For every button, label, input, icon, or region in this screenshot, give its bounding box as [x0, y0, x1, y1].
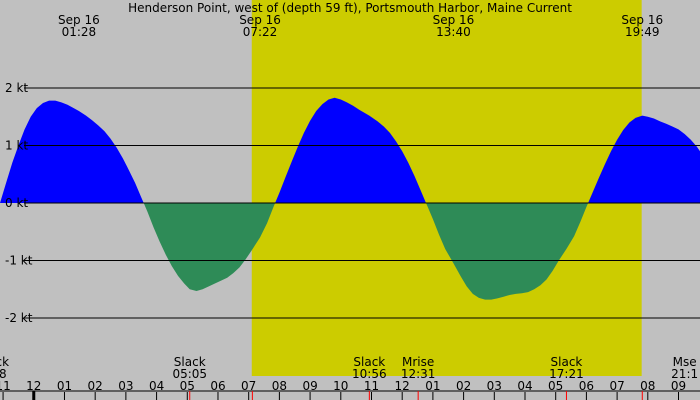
event-label-time-5: 21:1: [671, 367, 698, 381]
x-tick-label-6: 05: [180, 379, 195, 393]
y-tick-label-0: 2 kt: [5, 81, 28, 95]
event-label-time-4: 17:21: [549, 367, 584, 381]
event-label-name-3: Mrise: [402, 355, 434, 369]
event-label-name-4: Slack: [551, 355, 583, 369]
x-tick-label-7: 06: [210, 379, 225, 393]
top-label-time-3: 19:49: [625, 25, 660, 39]
x-tick-label-21: 08: [640, 379, 655, 393]
flood-area-2: [275, 97, 426, 203]
chart-title: Henderson Point, west of (depth 59 ft), …: [128, 1, 572, 15]
event-label-name-1: Slack: [174, 355, 206, 369]
y-tick-label-4: -2 kt: [5, 311, 33, 325]
x-tick-label-11: 10: [333, 379, 348, 393]
y-tick-label-2: 0 kt: [5, 196, 28, 210]
ebb-area-3: [426, 203, 589, 300]
x-tick-label-13: 12: [395, 379, 410, 393]
flood-area-0: [0, 100, 144, 203]
flood-area-4: [588, 115, 700, 203]
event-label-name-0: lack: [0, 355, 9, 369]
event-label-time-1: 05:05: [172, 367, 207, 381]
x-tick-label-22: 09: [671, 379, 686, 393]
current-area: [0, 97, 700, 300]
ebb-area-1: [143, 203, 276, 291]
y-tick-labels: 2 kt 1 kt 0 kt -1 kt -2 kt: [5, 81, 33, 325]
x-tick-label-1: 12: [26, 379, 41, 393]
x-tick-label-20: 07: [609, 379, 624, 393]
top-label-date-2: Sep 16: [433, 13, 475, 27]
top-label-time-2: 13:40: [436, 25, 471, 39]
y-tick-label-1: 1 kt: [5, 139, 28, 153]
event-label-name-2: Slack: [353, 355, 385, 369]
top-label-time-1: 07:22: [243, 25, 278, 39]
x-tick-label-2: 01: [57, 379, 72, 393]
x-tick-label-0: 11: [0, 379, 11, 393]
x-tick-label-18: 05: [548, 379, 563, 393]
x-axis: 11 12 01 02 03 04 05 06 07 08 09 10 11 12 01 02 03 04 05 06…: [0, 379, 700, 400]
event-label-time-0: :48: [0, 367, 7, 381]
top-label-date-3: Sep 16: [621, 13, 663, 27]
y-tick-label-3: -1 kt: [5, 254, 33, 268]
x-tick-label-16: 03: [487, 379, 502, 393]
x-tick-label-9: 08: [272, 379, 287, 393]
x-tick-label-5: 04: [149, 379, 164, 393]
x-tick-label-15: 02: [456, 379, 471, 393]
top-label-date-1: Sep 16: [239, 13, 281, 27]
x-tick-label-17: 04: [517, 379, 532, 393]
x-tick-label-8: 07: [241, 379, 256, 393]
event-label-name-5: Mse: [673, 355, 697, 369]
top-label-date-0: Sep 16: [58, 13, 100, 27]
x-tick-label-12: 11: [364, 379, 379, 393]
x-tick-label-14: 01: [425, 379, 440, 393]
x-tick-label-10: 09: [302, 379, 317, 393]
y-gridlines: [30, 87, 700, 319]
x-tick-label-3: 02: [88, 379, 103, 393]
bottom-event-labels: lack:48Slack05:05Slack10:56Mrise12:31Sla…: [0, 355, 698, 381]
event-label-time-3: 12:31: [401, 367, 436, 381]
x-tick-label-19: 06: [579, 379, 594, 393]
event-label-time-2: 10:56: [352, 367, 387, 381]
top-label-time-0: 01:28: [62, 25, 97, 39]
x-tick-label-4: 03: [118, 379, 133, 393]
